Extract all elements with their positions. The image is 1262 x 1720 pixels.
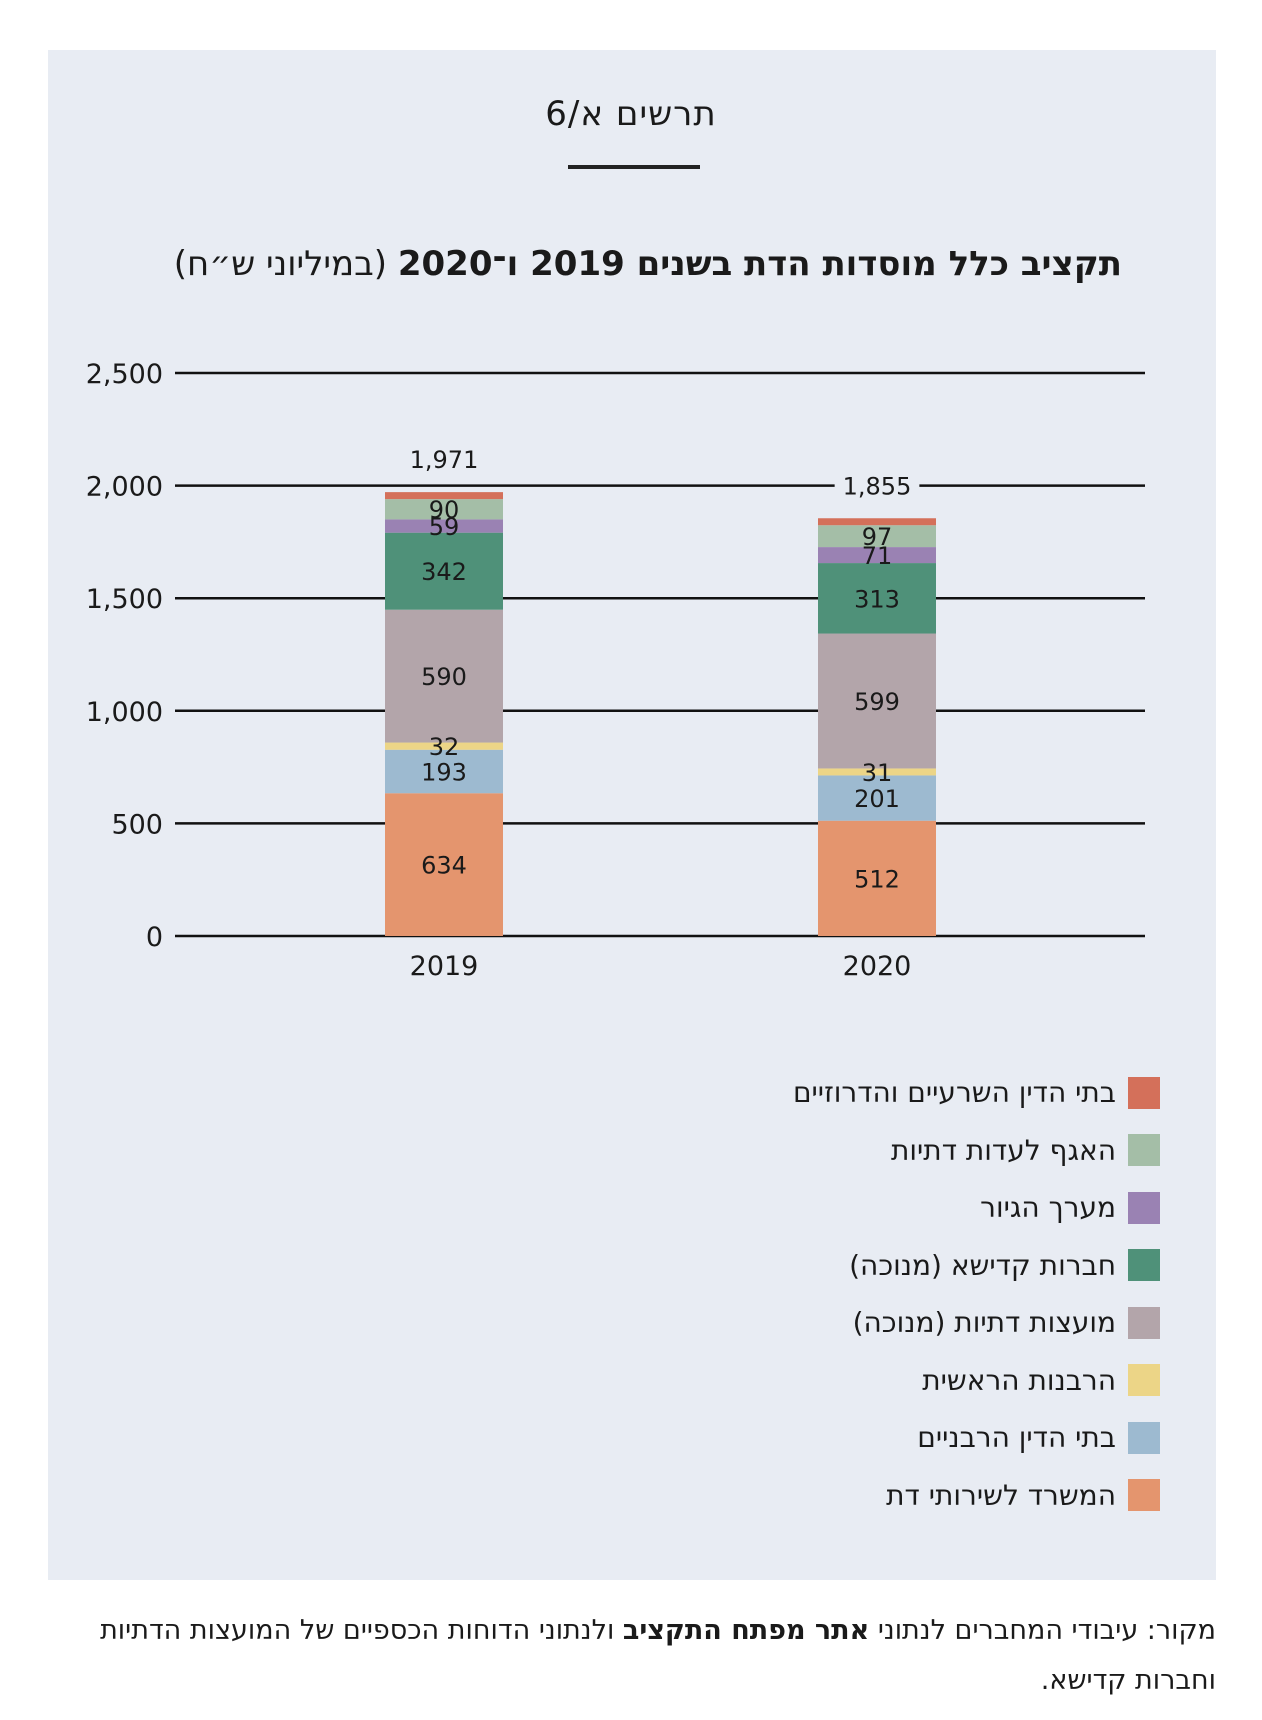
x-tick-label: 2019 <box>410 951 479 982</box>
legend-item: בתי הדין הרבניים <box>360 1409 1160 1467</box>
legend-item: האגף לעדות דתיות <box>360 1122 1160 1180</box>
legend-item: המשרד לשירותי דת <box>360 1467 1160 1525</box>
bars <box>385 492 936 936</box>
bar-segment <box>385 532 503 610</box>
segment-value-label: 71 <box>862 542 893 570</box>
legend-label: המשרד לשירותי דת <box>886 1478 1116 1512</box>
segment-value-label: 32 <box>429 733 460 761</box>
bar-segment <box>385 499 503 520</box>
y-tick-label: 500 <box>111 809 163 840</box>
segment-value-label: 512 <box>854 865 900 893</box>
segment-value-label: 59 <box>429 513 460 541</box>
legend-label: בתי הדין השרעיים והדרוזיים <box>792 1076 1116 1110</box>
legend-swatch <box>1128 1421 1160 1454</box>
bar-segment <box>385 609 503 743</box>
total-label-backdrop <box>401 443 487 478</box>
bar-segment <box>818 563 936 634</box>
segment-value-label: 599 <box>854 688 900 716</box>
legend-label: האגף לעדות דתיות <box>891 1133 1116 1167</box>
segment-value-label: 90 <box>429 496 460 524</box>
y-tick-label: 2,500 <box>86 359 163 390</box>
y-tick-label: 1,000 <box>86 697 163 728</box>
bar-segment <box>385 742 503 750</box>
legend-swatch <box>1128 1191 1160 1224</box>
legend-item: הרבנות הראשית <box>360 1352 1160 1410</box>
segment-value-label: 313 <box>854 585 900 613</box>
legend-label: חברות קדישא (מנוכה) <box>849 1248 1116 1282</box>
legend-item: חברות קדישא (מנוכה) <box>360 1237 1160 1295</box>
legend-swatch <box>1128 1479 1160 1512</box>
source-link-text: אתר מפתח התקציב <box>622 1615 870 1646</box>
chart-title-main: תקציב כלל מוסדות הדת בשנים 2019 ו־2020 <box>397 244 1122 284</box>
legend-label: מערך הגיור <box>980 1191 1116 1225</box>
legend-swatch <box>1128 1076 1160 1109</box>
legend-item: מועצות דתיות (מנוכה) <box>360 1294 1160 1352</box>
legend-swatch <box>1128 1249 1160 1282</box>
bar-segment <box>385 519 503 533</box>
bar-segment <box>818 633 936 769</box>
y-tick-label: 0 <box>146 922 163 953</box>
bar-segment <box>385 749 503 794</box>
legend-item: מערך הגיור <box>360 1179 1160 1237</box>
total-value-label: 1,855 <box>843 472 912 500</box>
legend-label: בתי הדין הרבניים <box>917 1421 1116 1455</box>
segment-value-label: 31 <box>862 759 893 787</box>
segment-value-label: 342 <box>421 558 467 586</box>
segment-value-label: 590 <box>421 663 467 691</box>
legend-label: הרבנות הראשית <box>922 1363 1116 1397</box>
figure-label: תרשים א/6 <box>545 94 717 134</box>
legend-swatch <box>1128 1364 1160 1397</box>
chart-title: תקציב כלל מוסדות הדת בשנים 2019 ו־2020 (… <box>60 244 1122 284</box>
total-label-backdrop <box>834 469 920 504</box>
bar-segment <box>818 775 936 821</box>
legend-label: מועצות דתיות (מנוכה) <box>852 1306 1116 1340</box>
gridlines: 0 500 1,000 1,500 2,000 2,500 <box>86 359 1145 953</box>
total-value-label: 1,971 <box>410 446 479 474</box>
segment-value-label: 201 <box>854 785 900 813</box>
chart-panel <box>48 50 1216 1580</box>
legend-swatch <box>1128 1306 1160 1339</box>
x-tick-label: 2020 <box>843 951 912 982</box>
legend-item: בתי הדין השרעיים והדרוזיים <box>360 1064 1160 1122</box>
source-note: מקור: עיבודי המחברים לנתוני אתר מפתח התק… <box>46 1606 1216 1706</box>
segment-value-label: 193 <box>421 758 467 786</box>
bar-segment <box>385 492 503 500</box>
bar-segment <box>818 525 936 548</box>
figure-label-rule <box>568 165 700 169</box>
y-tick-label: 2,000 <box>86 472 163 503</box>
bar-segment <box>818 768 936 776</box>
segment-value-label: 634 <box>421 852 467 880</box>
y-tick-label: 1,500 <box>86 584 163 615</box>
bar-segment <box>385 793 503 936</box>
source-prefix: מקור: עיבודי המחברים לנתוני <box>869 1615 1216 1646</box>
legend-swatch <box>1128 1134 1160 1167</box>
source-suffix: ולנתוני הדוחות הכספיים של המועצות הדתיות… <box>100 1615 1216 1696</box>
segment-value-label: 97 <box>862 523 893 551</box>
bar-segment <box>818 547 936 564</box>
chart-title-unit: (במיליוני ש״ח) <box>173 244 388 284</box>
bar-segment <box>818 820 936 936</box>
bar-segment <box>818 518 936 526</box>
legend: בתי הדין השרעיים והדרוזיים האגף לעדות דתי… <box>360 1064 1160 1524</box>
